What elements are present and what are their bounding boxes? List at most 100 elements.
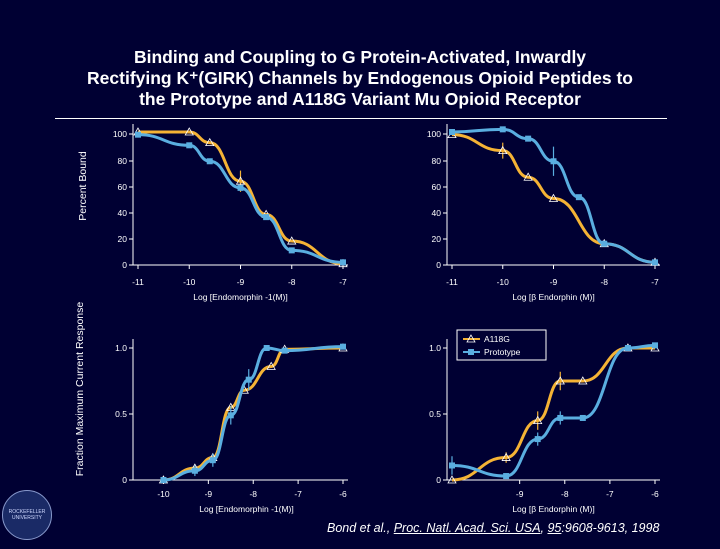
panel-3-prototype-curve — [163, 345, 344, 482]
panel-1-x-tick-label: -11 — [132, 277, 144, 287]
panel-2-x-tick-label: -11 — [446, 277, 458, 287]
panel-1-y-tick-label: 0 — [122, 260, 127, 270]
panel-1-prototype-curve — [137, 133, 344, 264]
panel-1-x-axis-label: Log [Endomorphin -1(M)] — [193, 292, 288, 302]
citation-sep: , — [540, 521, 548, 535]
panel-2-y-tick-label: 0 — [436, 260, 441, 270]
citation-authors: Bond et al., — [327, 521, 394, 535]
panel-3-prototype-point — [340, 343, 346, 350]
panel-1-a118g-point — [205, 137, 215, 147]
panel-2-prototype-point — [601, 240, 608, 247]
panel-4-a118g-point — [447, 475, 457, 484]
citation: Bond et al., Proc. Natl. Acad. Sci. USA,… — [327, 521, 659, 535]
panel-2-prototype-point — [550, 158, 557, 165]
panel-4-prototype-curve — [451, 343, 656, 478]
citation-pages: :9608-9613, 1998 — [561, 521, 660, 535]
panel-1-y-tick-label: 60 — [118, 182, 128, 192]
title-divider — [55, 118, 667, 119]
panel-1-x-tick-label: -7 — [339, 277, 347, 287]
panel-2-x-tick-label: -7 — [651, 277, 659, 287]
panel-4-a118g-curve — [451, 346, 655, 482]
panel-3-prototype-point — [263, 345, 270, 351]
panel-3-x-tick-label: -10 — [157, 489, 170, 499]
panel-1-prototype-point — [340, 259, 346, 266]
panel-4-prototype-point — [652, 342, 658, 349]
panel-3-a118g-point — [266, 361, 276, 370]
panel-3-x-tick-label: -6 — [339, 489, 347, 499]
panel-4-x-tick-label: -7 — [606, 489, 614, 499]
panel-3-x-tick-label: -8 — [249, 489, 257, 499]
panel-1-prototype-point — [206, 158, 213, 165]
panel-1-prototype-point — [263, 214, 270, 221]
panel-4-x-tick-label: -6 — [651, 489, 659, 499]
panel-4-prototype-point — [449, 462, 455, 469]
panel-1-y-tick-label: 80 — [118, 156, 128, 166]
panel-2-a118g-point — [523, 172, 533, 181]
panel-4-a118g-point — [533, 415, 543, 425]
panel-3-y-tick-label: 0.5 — [115, 409, 127, 419]
panel-4-y-tick-label: 0 — [436, 475, 441, 485]
panel-4-prototype-point — [557, 414, 564, 421]
panel-1-x-tick-label: -9 — [237, 277, 245, 287]
panel-1-x-tick-label: -10 — [183, 277, 196, 287]
university-seal-icon: ROCKEFELLER UNIVERSITY — [2, 490, 52, 540]
legend-prototype-marker — [468, 349, 474, 355]
panel-4-prototype-point — [534, 436, 541, 443]
title-line-1: Binding and Coupling to G Protein-Activa… — [133, 47, 587, 67]
panel-2-prototype-point — [525, 135, 532, 142]
panel-1-a118g-point — [184, 127, 194, 136]
panel-3-x-tick-label: -9 — [205, 489, 213, 499]
panel-2-y-tick-label: 80 — [432, 156, 442, 166]
panel-1-y-tick-label: 100 — [113, 129, 127, 139]
panel-1-y-tick-label: 20 — [118, 234, 128, 244]
panel-4-y-tick-label: 1.0 — [429, 343, 441, 353]
panel-3-prototype-point — [191, 467, 198, 474]
panel-2-x-tick-label: -9 — [550, 277, 558, 287]
panel-1-a118g-point — [235, 176, 246, 185]
panel-4-y-tick-label: 0.5 — [429, 409, 441, 419]
panel-1-x-tick-label: -8 — [288, 277, 296, 287]
panel-2-y-tick-label: 100 — [427, 129, 441, 139]
panel-2-a118g-point — [498, 145, 508, 155]
panel-2-x-tick-label: -8 — [600, 277, 608, 287]
panel-1-a118g-curve — [138, 130, 344, 266]
panel-4-a118g-point — [501, 452, 511, 461]
citation-volume: 95 — [547, 521, 562, 535]
citation-journal[interactable]: Proc. Natl. Acad. Sci. USA — [393, 521, 541, 535]
panel-4-a118g-point — [578, 376, 588, 385]
panel-4-x-tick-label: -8 — [561, 489, 569, 499]
panel-2-prototype-point — [499, 126, 506, 133]
panel-4-prototype-point — [579, 414, 586, 421]
panel-3-prototype-point — [160, 477, 167, 483]
panel-2-prototype-point — [575, 194, 582, 201]
panel-2-y-tick-label: 60 — [432, 182, 442, 192]
panel-3-prototype-point — [245, 376, 252, 383]
panel-3-prototype-point — [281, 347, 288, 354]
panel-4-a118g-point — [555, 376, 565, 385]
panel-2-x-tick-label: -10 — [497, 277, 510, 287]
legend-prototype-label: Prototype — [484, 347, 521, 357]
panel-4-x-axis-label: Log [β Endorphin (M)] — [512, 504, 594, 514]
panel-2-y-tick-label: 20 — [432, 234, 442, 244]
panel-3-prototype-point — [227, 412, 234, 419]
chart-title: Binding and Coupling to G Protein-Activa… — [20, 47, 700, 110]
panel-3-x-tick-label: -7 — [294, 489, 302, 499]
panel-2-y-tick-label: 40 — [432, 208, 442, 218]
panel-4-x-tick-label: -9 — [516, 489, 524, 499]
panel-2-prototype-point — [652, 259, 658, 266]
panel-3-prototype-point — [209, 457, 216, 464]
panel-1-a118g-point — [287, 236, 297, 245]
title-line-2: Rectifying K⁺(GIRK) Channels by Endogeno… — [87, 68, 633, 88]
panel-2-x-axis-label: Log [β Endorphin (M)] — [512, 292, 594, 302]
panel-1-y-tick-label: 40 — [118, 208, 128, 218]
panel-4-prototype-point — [503, 473, 510, 480]
panel-4-prototype-point — [624, 345, 631, 351]
panel-2-a118g-point — [548, 193, 559, 202]
legend-a118g-marker — [466, 334, 476, 343]
panel-3-y-tick-label: 0 — [122, 475, 127, 485]
title-line-3: the Prototype and A118G Variant Mu Opioi… — [139, 89, 581, 109]
panel-3-a118g-curve — [163, 346, 344, 482]
panel-1-prototype-point — [237, 184, 244, 191]
legend-a118g-label: A118G — [484, 334, 510, 344]
